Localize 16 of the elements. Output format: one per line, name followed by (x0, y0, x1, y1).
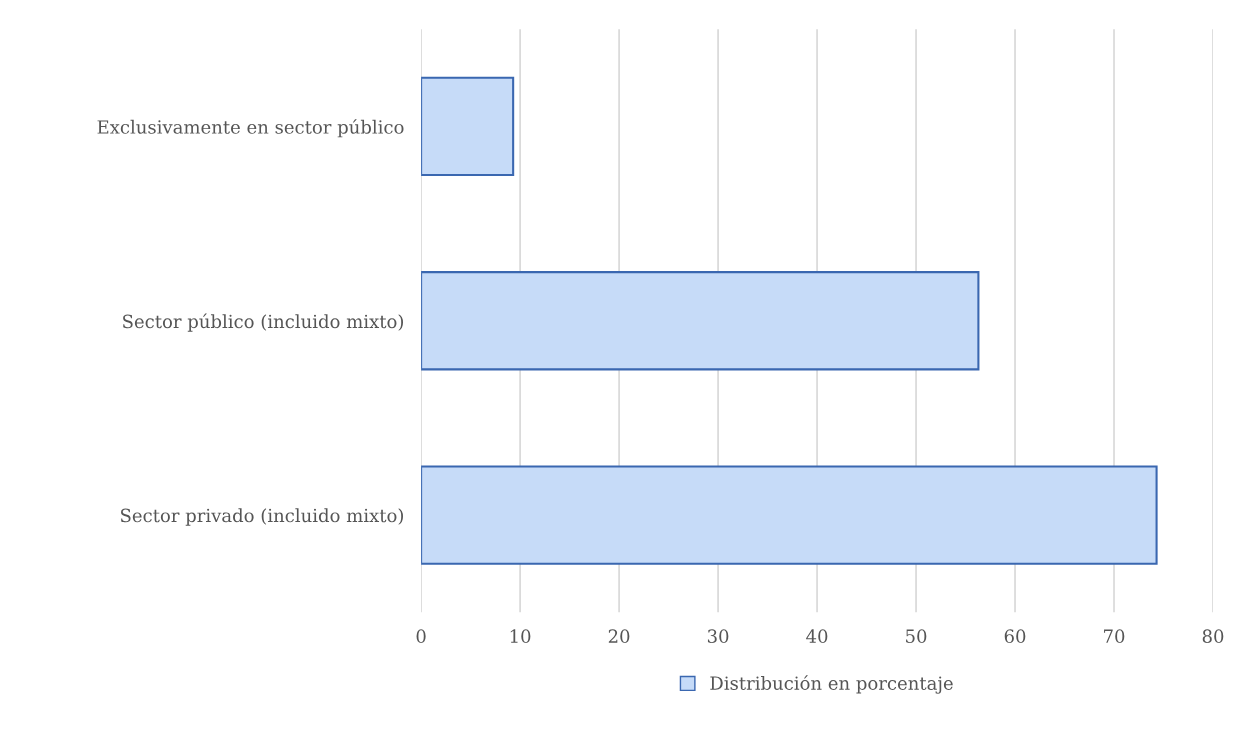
bar (421, 465, 1158, 565)
bar (421, 76, 515, 176)
x-tick-label: 10 (510, 629, 531, 643)
x-tick-label: 60 (1004, 629, 1026, 643)
y-tick-label: Exclusivamente en sector público (97, 119, 404, 138)
x-tick-label: 40 (806, 629, 828, 643)
x-tick-label: 0 (416, 629, 426, 643)
x-tick-label: 30 (707, 629, 729, 643)
x-tick-label: 70 (1104, 629, 1125, 643)
y-tick-label: Sector privado (incluido mixto) (121, 508, 403, 526)
bar (421, 271, 980, 371)
x-tick-label: 80 (1202, 629, 1224, 643)
x-tick-label: 20 (608, 629, 630, 643)
x-tick-label: 50 (906, 629, 927, 643)
legend-label: Distribución en porcentaje (710, 675, 953, 694)
y-tick-label: Sector público (incluido mixto) (123, 313, 403, 332)
